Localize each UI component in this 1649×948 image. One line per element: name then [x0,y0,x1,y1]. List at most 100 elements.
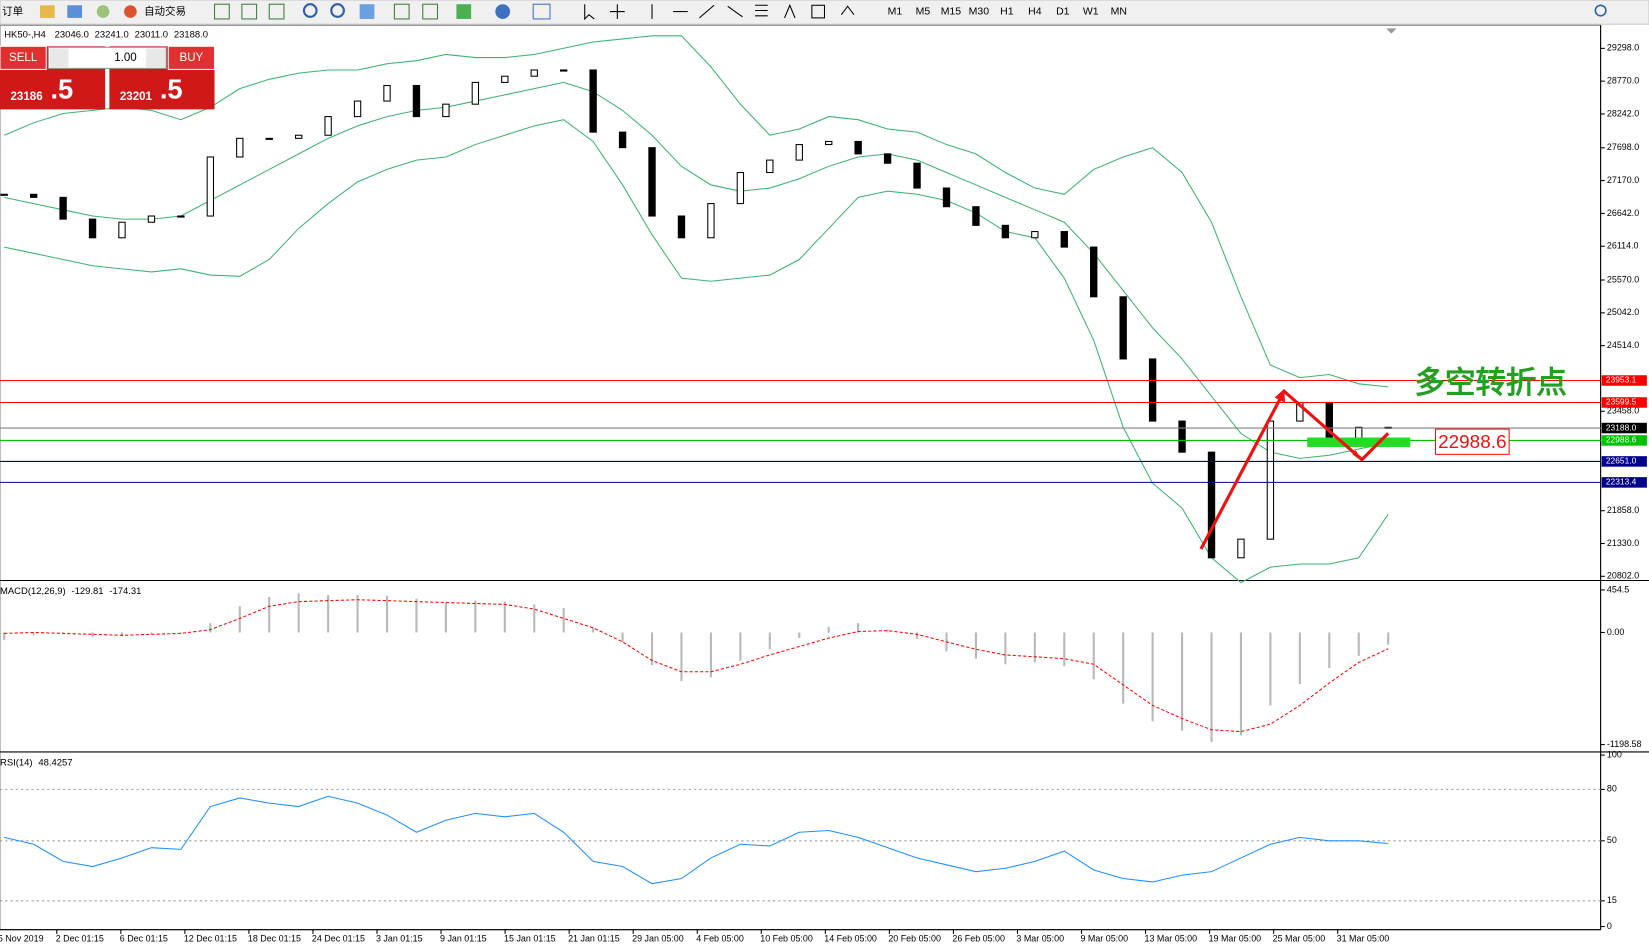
lot-down[interactable] [49,48,69,68]
auto-trade-button[interactable]: 自动交易 [144,4,186,17]
candle [265,137,273,140]
candle [1207,451,1216,559]
x-tick-label: 24 Dec 01:15 [312,934,365,944]
timeframe-button[interactable]: M1 [888,5,903,17]
y-tick-label: 27170.0 [1607,175,1639,185]
macd-bar [1269,632,1272,706]
timeframe-button[interactable]: MN [1111,5,1127,17]
icon[interactable] [495,4,511,19]
price-level-box [1601,375,1647,386]
macd-bar [680,632,683,682]
candle [383,84,391,102]
timeframe-button[interactable]: M15 [941,5,962,17]
candle [942,187,951,208]
buy-button[interactable] [167,45,216,70]
lot-up[interactable] [146,48,166,68]
lot-field[interactable] [47,46,167,69]
icon[interactable] [268,3,285,20]
macd-bar [356,595,359,633]
search-icon[interactable] [1594,4,1607,17]
price-level-label: 23188.0 [1606,422,1637,432]
icon[interactable] [359,4,375,19]
macd-bar [768,632,771,650]
icon[interactable] [330,3,345,18]
candle [236,137,244,158]
icon[interactable] [422,3,439,20]
annotation-price: 22988.6 [1438,432,1506,453]
signal-line [4,599,1389,733]
candle [560,69,568,72]
icon[interactable] [699,4,715,19]
rsi-header: RSI(14) 48.4257 [0,757,73,768]
macd-bar [120,632,124,637]
candle [648,147,656,217]
candle [501,75,509,83]
arrow-heads [1274,389,1363,462]
macd-bar [1033,632,1036,663]
y-tick-label: 454.5 [1607,584,1629,594]
candle [1119,296,1127,360]
candle [324,116,332,136]
x-tick-label: 13 Mar 05:00 [1145,934,1198,944]
sell-button[interactable] [0,45,47,70]
macd-bar [915,632,919,640]
x-tick-label: 12 Dec 01:15 [184,934,237,944]
icon[interactable] [727,5,743,18]
icon[interactable] [241,3,258,20]
timeframe-button[interactable]: M30 [969,5,990,17]
timeframe-button[interactable]: D1 [1056,5,1070,17]
candle [913,162,921,189]
order-button[interactable]: 订单 [2,5,23,17]
icon[interactable] [755,4,768,17]
y-tick-label: 0.00 [1607,627,1624,637]
icon[interactable] [811,4,826,19]
icon[interactable] [584,4,595,21]
macd-bar [150,632,153,635]
lot-value[interactable]: 1.00 [114,52,136,64]
x-tick-label: 20 Feb 05:00 [888,934,941,944]
bid-main: 23186 [11,91,43,103]
toolbar-icons [39,3,1607,21]
macd-bar [32,632,35,636]
icon[interactable] [609,4,625,19]
sell-label[interactable]: SELL [9,52,38,64]
y-tick-label: 0 [1607,921,1612,931]
timeframe-button[interactable]: W1 [1083,5,1099,17]
icon[interactable] [840,5,855,16]
macd-bar [3,632,6,640]
candle [206,156,215,217]
icon[interactable] [67,5,83,18]
icon[interactable] [784,3,796,19]
icon[interactable] [532,3,551,20]
x-tick-label: 29 Jan 05:00 [632,934,684,944]
timeframe-button[interactable]: M5 [916,5,931,17]
icon[interactable] [39,5,55,18]
candle [442,103,450,118]
buy-label[interactable]: BUY [180,52,204,64]
macd-panel: 454.5 0.00 -1198.58 [3,584,1642,749]
x-tick-label: 19 Mar 05:00 [1209,934,1262,944]
icon[interactable] [214,3,230,20]
macd-bar [415,598,418,633]
bollinger-band [4,119,1389,584]
timeframe-button[interactable]: H4 [1028,5,1042,17]
candle [707,203,715,239]
candle [1031,231,1039,239]
y-tick-label: 100 [1607,749,1622,759]
macd-bar [1387,632,1390,645]
icon[interactable] [302,3,318,18]
macd-bar [592,627,595,633]
macd-header: MACD(12,26,9) -129.81 -174.31 [0,586,141,597]
icon[interactable] [456,4,472,19]
timeframe-button[interactable]: H1 [1000,5,1014,17]
x-tick-label: 25 Mar 05:00 [1273,934,1326,944]
candle [766,159,774,174]
icon[interactable] [124,5,137,18]
x-tick-label: 9 Jan 01:15 [440,934,487,944]
candle [825,140,833,146]
icon[interactable] [96,5,110,18]
x-tick-label: 31 Mar 05:00 [1337,934,1390,944]
y-tick-label: 20802.0 [1607,571,1639,581]
icon[interactable] [393,3,410,20]
